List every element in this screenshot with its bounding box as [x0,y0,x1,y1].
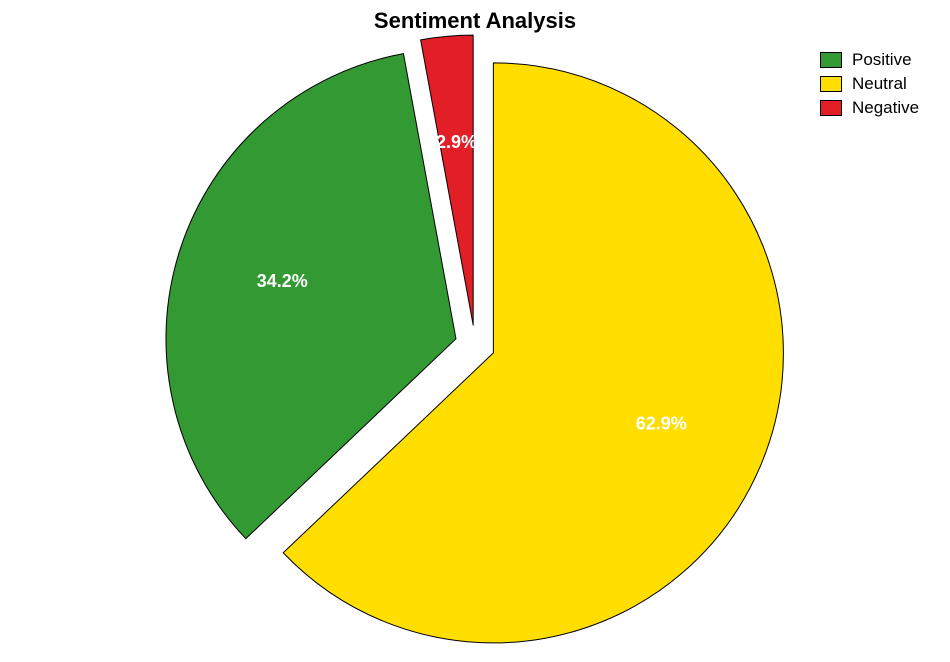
legend: Positive Neutral Negative [820,48,919,120]
legend-item: Neutral [820,72,919,96]
legend-item: Positive [820,48,919,72]
legend-swatch [820,76,842,92]
legend-label: Neutral [852,74,907,94]
pie-slice-label: 62.9% [636,414,687,434]
legend-label: Negative [852,98,919,118]
pie-slice-label: 34.2% [257,271,308,291]
pie-slice-label: 2.9% [436,132,477,152]
legend-swatch [820,100,842,116]
chart-container: { "chart": { "type": "pie", "title": "Se… [0,0,950,662]
legend-swatch [820,52,842,68]
legend-label: Positive [852,50,912,70]
pie-chart: 62.9% 34.2% 2.9% [0,0,950,662]
legend-item: Negative [820,96,919,120]
